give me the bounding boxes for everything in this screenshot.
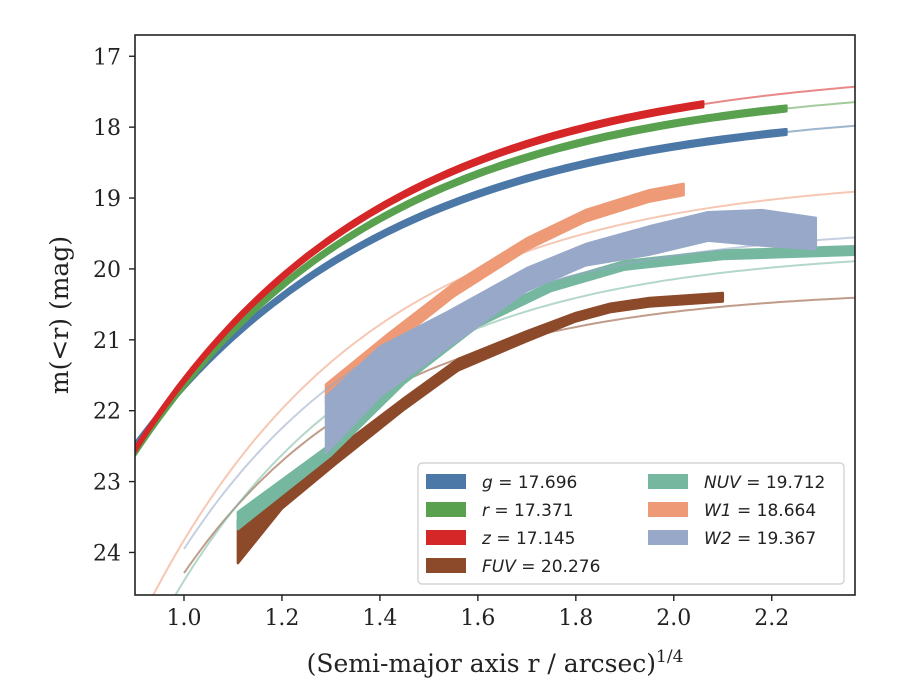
- x-tick-label: 1.8: [558, 606, 593, 631]
- plot-area-frame: [134, 34, 856, 596]
- legend-item-g: g = 17.696: [426, 473, 577, 493]
- x-tick-label: 1.6: [460, 606, 495, 631]
- legend-swatch-W1: [648, 502, 688, 517]
- legend-swatch-W2: [648, 530, 688, 545]
- legend-item-W2: W2 = 19.367: [648, 529, 816, 549]
- legend-item-FUV: FUV = 20.276: [426, 557, 600, 577]
- y-axis-title: m(<r) (mag): [45, 236, 74, 394]
- legend-label-r: r = 17.371: [482, 501, 574, 521]
- legend-item-r: r = 17.371: [426, 501, 574, 521]
- x-tick-label: 1.0: [166, 606, 201, 631]
- series-layer: [135, 85, 855, 595]
- legend-label-g: g = 17.696: [482, 473, 577, 493]
- legend-label-W2: W2 = 19.367: [704, 529, 816, 549]
- y-axis: 17 18 19 20 21 22 23 24: [93, 45, 135, 566]
- series-r-data-band: [135, 104, 788, 457]
- legend-swatch-z: [426, 530, 466, 545]
- legend-item-NUV: NUV = 19.712: [648, 473, 825, 493]
- series-W2-data-band: [324, 208, 818, 455]
- legend-item-z: z = 17.145: [426, 529, 575, 549]
- legend-swatch-FUV: [426, 558, 466, 573]
- series-z-data-band: [135, 100, 705, 454]
- legend-item-W1: W1 = 18.664: [648, 501, 816, 521]
- x-tick-label: 2.0: [656, 606, 691, 631]
- y-tick-label: 18: [93, 116, 121, 141]
- legend-swatch-g: [426, 474, 466, 489]
- y-tick-label: 19: [93, 187, 121, 212]
- x-tick-label: 1.2: [264, 606, 299, 631]
- y-tick-label: 20: [93, 258, 121, 283]
- y-tick-label: 23: [93, 471, 121, 496]
- legend-label-z: z = 17.145: [481, 529, 575, 549]
- y-tick-label: 24: [93, 541, 121, 566]
- x-axis-title-exponent: 1/4: [656, 647, 683, 667]
- legend-label-W1: W1 = 18.664: [704, 501, 816, 521]
- x-tick-label: 1.4: [362, 606, 397, 631]
- y-tick-label: 17: [93, 45, 121, 70]
- x-axis-title: (Semi-major axis r / arcsec)1/4: [307, 647, 684, 678]
- legend-box: [417, 462, 845, 585]
- legend: g = 17.696 r = 17.371 z = 17.145 FUV = 20.2…: [417, 462, 845, 585]
- legend-swatch-NUV: [648, 474, 688, 489]
- x-tick-label: 2.2: [754, 606, 789, 631]
- legend-label-NUV: NUV = 19.712: [704, 473, 825, 493]
- legend-swatch-r: [426, 502, 466, 517]
- series-FUV-data-band: [236, 291, 725, 565]
- y-tick-label: 21: [93, 329, 121, 354]
- series-g-data-band: [135, 127, 788, 450]
- legend-label-FUV: FUV = 20.276: [482, 557, 600, 577]
- series-NUV-model-curve: [174, 260, 855, 595]
- y-tick-label: 22: [93, 400, 121, 425]
- x-axis: 1.0 1.2 1.4 1.6 1.8 2.0 2.2: [166, 595, 789, 631]
